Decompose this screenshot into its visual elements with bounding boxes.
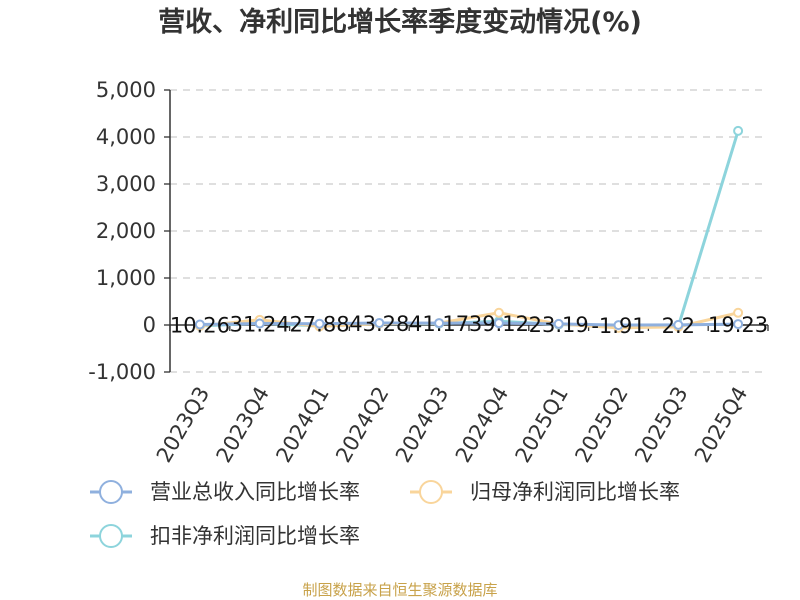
legend-item[interactable]: 扣非净利润同比增长率 <box>90 524 360 548</box>
legend-item[interactable]: 归母净利润同比增长率 <box>410 480 680 504</box>
series-line <box>199 130 740 328</box>
grid <box>170 89 768 373</box>
y-tick-label: 0 <box>143 313 156 337</box>
data-point[interactable] <box>493 307 504 318</box>
legend-item[interactable]: 营业总收入同比增长率 <box>90 480 360 504</box>
data-point[interactable] <box>553 318 564 329</box>
data-point[interactable] <box>733 125 744 136</box>
axes: -1,00001,0002,0003,0004,0005,0002023Q320… <box>88 78 769 467</box>
data-point[interactable] <box>254 318 265 329</box>
x-tick-label: 2024Q2 <box>331 383 393 467</box>
data-point[interactable] <box>733 319 744 330</box>
x-tick-label: 2025Q2 <box>570 383 632 467</box>
chart-title: 营收、净利同比增长率季度变动情况(%) <box>158 6 642 38</box>
data-label: 10.26 <box>170 314 230 338</box>
data-label: -1.91 <box>591 314 645 338</box>
data-point[interactable] <box>194 319 205 330</box>
x-tick-label: 2025Q3 <box>630 383 692 467</box>
legend-marker <box>419 480 443 504</box>
y-tick-label: 3,000 <box>96 172 156 196</box>
y-tick-label: 2,000 <box>96 219 156 243</box>
data-point[interactable] <box>374 317 385 328</box>
y-tick-label: 4,000 <box>96 125 156 149</box>
data-point[interactable] <box>613 320 624 331</box>
data-point[interactable] <box>733 307 744 318</box>
data-point[interactable] <box>434 318 445 329</box>
y-tick-label: 1,000 <box>96 266 156 290</box>
legend-label: 归母净利润同比增长率 <box>470 480 680 504</box>
series <box>194 125 744 333</box>
x-tick-label: 2023Q3 <box>152 383 214 467</box>
data-label: 43.28 <box>349 312 409 336</box>
data-label: 23.19 <box>529 313 589 337</box>
x-tick-label: 2025Q1 <box>511 383 573 467</box>
x-tick-label: 2025Q4 <box>690 383 752 467</box>
data-label: 27.88 <box>289 313 349 337</box>
source-note: 制图数据来自恒生聚源数据库 <box>302 581 497 599</box>
x-tick-label: 2024Q1 <box>271 383 333 467</box>
legend-marker <box>99 524 123 548</box>
legend-label: 扣非净利润同比增长率 <box>150 524 360 548</box>
x-tick-label: 2024Q3 <box>391 382 453 466</box>
legend-marker <box>99 480 123 504</box>
x-tick-label: 2023Q4 <box>212 383 274 467</box>
x-tick-label: 2024Q4 <box>451 383 513 467</box>
data-label: 2.2 <box>662 314 695 338</box>
y-tick-label: -1,000 <box>88 360 156 384</box>
y-tick-label: 5,000 <box>96 78 156 102</box>
data-label: 39.12 <box>469 312 529 336</box>
series-line <box>199 321 739 327</box>
legend-label: 营业总收入同比增长率 <box>150 480 360 504</box>
data-label: 41.17 <box>409 312 469 336</box>
data-label: 19.23 <box>708 313 768 337</box>
data-labels: 10.26 31.24 27.88 43.28 41.17 39.12 23.19 -1.91… <box>170 312 768 338</box>
data-label: 31.24 <box>230 313 290 337</box>
data-point[interactable] <box>673 319 684 330</box>
data-point[interactable] <box>493 318 504 329</box>
data-point[interactable] <box>314 318 325 329</box>
